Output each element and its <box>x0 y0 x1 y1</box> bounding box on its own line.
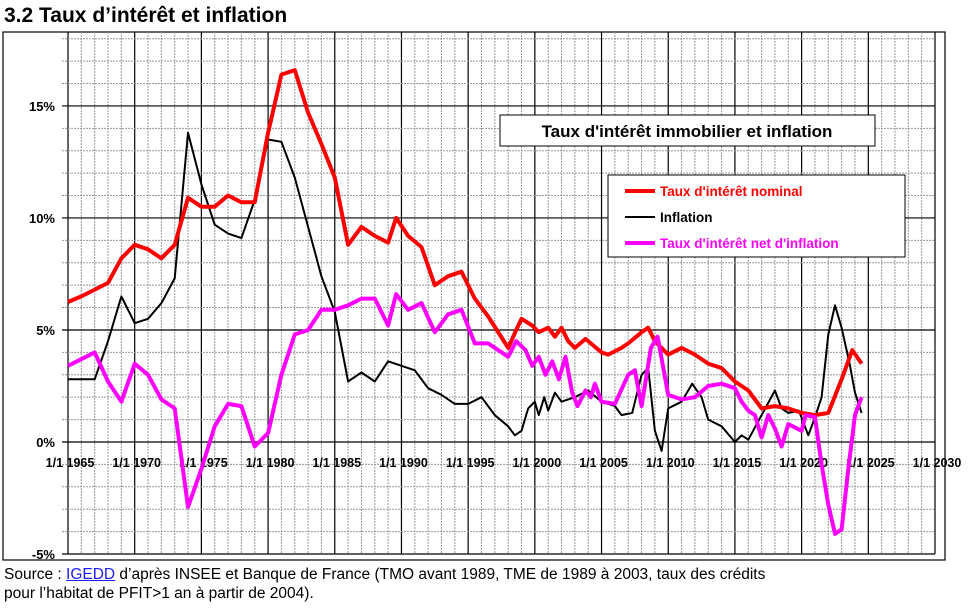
source-prefix: Source : <box>4 566 67 583</box>
series-line-net <box>67 292 864 536</box>
chart-title: Taux d'intérêt immobilier et inflation <box>542 122 833 141</box>
x-tick-label: 1/1 1965 <box>46 456 95 470</box>
x-tick-label: 1/1 1990 <box>379 456 428 470</box>
x-tick-label: 1/1 2010 <box>646 456 695 470</box>
source-text: d’après INSEE et Banque de France (TMO a… <box>115 566 766 583</box>
x-tick-label: 1/1 1985 <box>312 456 361 470</box>
y-axis: -5% 0% 5% 10% 15% <box>29 99 55 562</box>
x-axis: 1/1 1965 1/1 1970 1/1 1975 1/1 1980 1/1 1985… <box>46 456 962 470</box>
x-tick-label: 1/1 2020 <box>779 456 828 470</box>
y-tick-label: 0% <box>36 435 55 450</box>
legend-label: Taux d'intérêt net d'inflation <box>660 236 839 251</box>
y-tick-label: 15% <box>29 99 55 114</box>
y-tick-label: 10% <box>29 211 55 226</box>
igedd-link[interactable]: IGEDD <box>66 566 116 583</box>
source-text-line2: pour l’habitat de PFIT>1 an à partir de … <box>4 585 314 602</box>
x-tick-label: 1/1 1980 <box>246 456 295 470</box>
legend: Taux d'intérêt nominal Inflation Taux d'in… <box>607 174 906 258</box>
y-tick-label: -5% <box>32 547 56 562</box>
legend-label: Taux d'intérêt nominal <box>660 184 802 199</box>
x-tick-label: 1/1 1970 <box>112 456 161 470</box>
section-heading: 3.2 Taux d’intérêt et inflation <box>4 4 288 27</box>
x-tick-label: 1/1 2015 <box>713 456 762 470</box>
series-lines <box>67 68 864 536</box>
x-tick-label: 1/1 2025 <box>846 456 895 470</box>
x-tick-label: 1/1 2005 <box>579 456 628 470</box>
x-tick-label: 1/1 2000 <box>513 456 562 470</box>
x-tick-label: 1/1 1995 <box>446 456 495 470</box>
legend-label: Inflation <box>660 210 713 225</box>
source-note: Source : IGEDD d’après INSEE et Banque d… <box>4 565 765 603</box>
y-tick-label: 5% <box>36 323 55 338</box>
line-chart: -5%0%5%10%15% 1/1 1965 1/1 1970 1/1 1975 1/… <box>2 31 962 562</box>
series-line-nominal <box>67 68 864 418</box>
chart-title-box: Taux d'intérêt immobilier et inflation <box>499 114 876 147</box>
series-line-inflation <box>68 131 863 452</box>
x-tick-label: 1/1 2030 <box>913 456 962 470</box>
